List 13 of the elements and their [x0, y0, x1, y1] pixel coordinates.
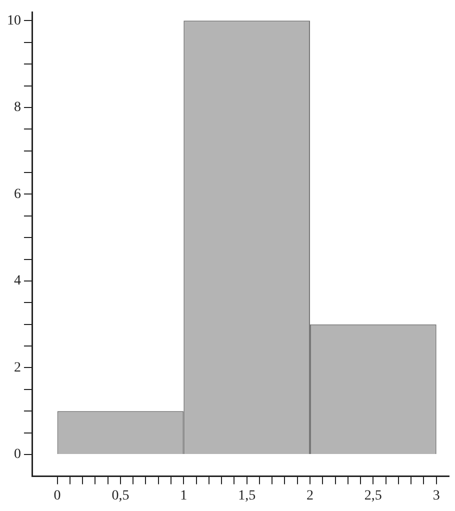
- y-tick-label: 2: [14, 360, 21, 376]
- x-tick-label: 3: [432, 488, 440, 504]
- x-tick-label: 0: [54, 488, 61, 504]
- x-tick-label: 2: [306, 488, 314, 504]
- y-tick-label: 0: [14, 447, 21, 462]
- y-tick-label: 10: [7, 13, 21, 28]
- x-tick-label: 0,5: [112, 488, 130, 504]
- y-tick-label: 8: [14, 100, 21, 116]
- x-tick-label: 2,5: [364, 488, 382, 504]
- x-tick-label: 1: [180, 488, 188, 504]
- y-tick-label: 6: [14, 186, 21, 202]
- y-tick-label: 4: [14, 274, 21, 289]
- x-tick-label: 1,5: [238, 488, 256, 504]
